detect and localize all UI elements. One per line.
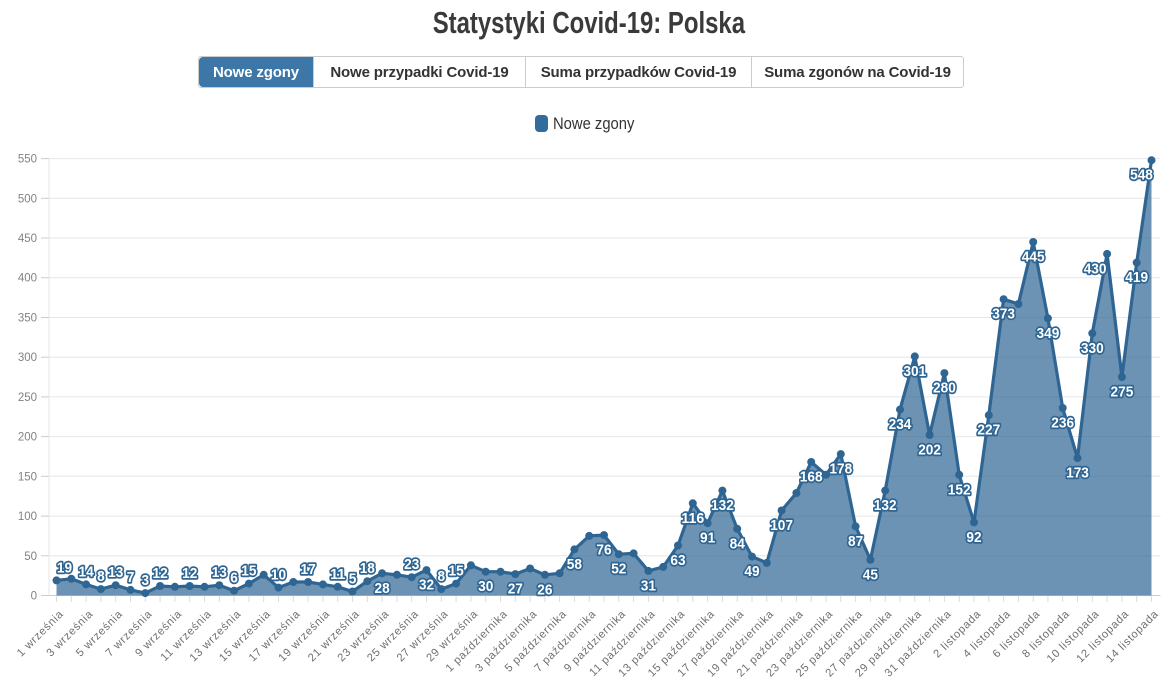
svg-text:116: 116: [681, 511, 704, 527]
svg-text:450: 450: [18, 233, 37, 245]
svg-text:200: 200: [18, 432, 37, 444]
svg-text:91: 91: [700, 531, 715, 547]
svg-text:349: 349: [1037, 326, 1060, 342]
svg-text:3: 3: [142, 573, 150, 589]
svg-text:11: 11: [330, 567, 345, 583]
svg-text:152: 152: [948, 482, 971, 498]
svg-text:330: 330: [1081, 341, 1104, 357]
svg-text:0: 0: [31, 591, 37, 603]
svg-text:8: 8: [438, 569, 446, 585]
svg-text:76: 76: [596, 543, 611, 559]
svg-text:275: 275: [1111, 385, 1134, 401]
svg-text:52: 52: [611, 562, 626, 578]
svg-text:132: 132: [711, 498, 734, 514]
svg-text:150: 150: [18, 471, 37, 483]
svg-text:107: 107: [770, 518, 793, 534]
svg-text:12: 12: [153, 566, 168, 582]
svg-text:234: 234: [889, 417, 912, 433]
svg-text:13: 13: [108, 565, 123, 581]
svg-text:350: 350: [18, 313, 37, 325]
svg-text:18: 18: [360, 561, 375, 577]
svg-text:14: 14: [79, 564, 94, 580]
svg-text:500: 500: [18, 193, 37, 205]
svg-text:280: 280: [933, 381, 956, 397]
svg-text:301: 301: [903, 364, 926, 380]
svg-text:400: 400: [18, 273, 37, 285]
svg-text:17: 17: [301, 562, 316, 578]
svg-text:31: 31: [641, 578, 656, 594]
svg-text:63: 63: [670, 553, 685, 569]
svg-text:173: 173: [1066, 466, 1089, 482]
svg-text:26: 26: [537, 582, 552, 598]
svg-text:58: 58: [567, 557, 582, 573]
svg-text:14 listopada: 14 listopada: [1104, 608, 1161, 665]
svg-text:10: 10: [271, 568, 286, 584]
svg-text:373: 373: [992, 307, 1015, 323]
svg-text:236: 236: [1051, 416, 1074, 432]
svg-text:100: 100: [18, 511, 37, 523]
svg-text:50: 50: [24, 551, 37, 563]
svg-text:27: 27: [508, 582, 523, 598]
svg-text:87: 87: [848, 534, 863, 550]
svg-text:178: 178: [829, 462, 852, 478]
svg-text:15: 15: [241, 564, 256, 580]
svg-text:92: 92: [966, 530, 981, 546]
svg-text:19: 19: [57, 560, 72, 576]
svg-text:202: 202: [918, 443, 941, 459]
svg-text:419: 419: [1125, 270, 1148, 286]
svg-text:5: 5: [349, 572, 357, 588]
svg-text:430: 430: [1084, 261, 1107, 277]
svg-text:250: 250: [18, 392, 37, 404]
svg-text:49: 49: [744, 564, 759, 580]
svg-text:15: 15: [449, 564, 464, 580]
svg-text:32: 32: [419, 578, 434, 594]
svg-text:23: 23: [404, 557, 419, 573]
svg-text:300: 300: [18, 352, 37, 364]
svg-text:8: 8: [97, 569, 105, 585]
svg-text:13: 13: [212, 565, 227, 581]
svg-text:168: 168: [800, 470, 823, 486]
svg-text:6: 6: [230, 571, 238, 587]
svg-text:84: 84: [730, 536, 745, 552]
svg-text:227: 227: [977, 423, 1000, 439]
svg-text:45: 45: [863, 567, 878, 583]
svg-text:7: 7: [127, 570, 135, 586]
svg-text:445: 445: [1022, 250, 1045, 266]
svg-text:550: 550: [18, 154, 37, 166]
svg-text:28: 28: [375, 581, 390, 597]
svg-text:12: 12: [182, 566, 197, 582]
svg-text:30: 30: [478, 579, 493, 595]
svg-text:548: 548: [1130, 168, 1153, 184]
svg-text:132: 132: [874, 498, 897, 514]
